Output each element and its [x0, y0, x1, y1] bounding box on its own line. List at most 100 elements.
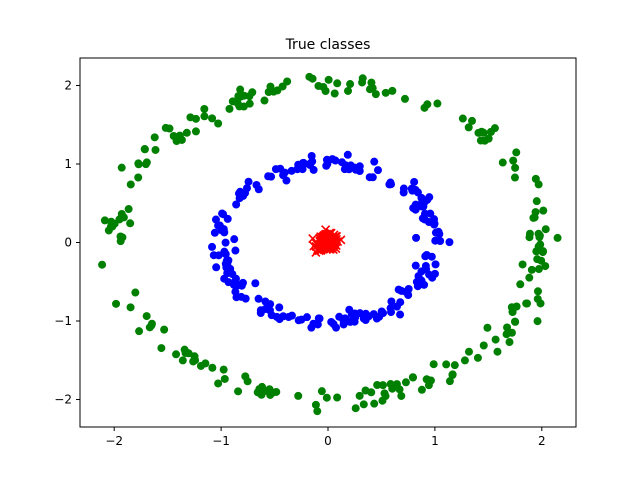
data-point [535, 231, 544, 240]
data-point-x [315, 243, 325, 253]
x-tick-label: −2 [105, 434, 123, 448]
data-point [245, 99, 254, 108]
data-point [510, 173, 519, 182]
data-point [493, 347, 502, 356]
data-point [172, 350, 181, 359]
data-point [231, 246, 240, 255]
data-point [435, 230, 444, 239]
data-point [421, 261, 430, 270]
data-point [240, 91, 249, 100]
data-point [190, 352, 199, 361]
x-tick-label: 0 [324, 434, 332, 448]
data-point [483, 323, 492, 332]
data-point [110, 219, 119, 228]
data-point [287, 166, 296, 175]
data-point [219, 210, 228, 219]
plot-points [98, 72, 562, 416]
data-point [142, 312, 151, 321]
data-point [411, 185, 420, 194]
data-point [541, 262, 550, 271]
data-point [209, 251, 218, 260]
data-point-x [325, 233, 336, 243]
data-point [344, 86, 353, 95]
data-point [228, 97, 237, 106]
data-point [328, 155, 337, 164]
data-point [508, 308, 517, 317]
data-point [479, 341, 488, 350]
data-point [538, 248, 547, 257]
data-point [458, 114, 467, 123]
data-point [267, 172, 276, 181]
data-point [378, 381, 387, 390]
data-point [177, 135, 186, 144]
data-point [509, 156, 518, 165]
data-point [503, 323, 512, 332]
data-point [254, 294, 263, 303]
x-tick-label: −1 [212, 434, 230, 448]
data-point [404, 290, 413, 299]
data-point [525, 229, 534, 238]
data-point [525, 273, 534, 282]
data-point [361, 386, 370, 395]
data-point [116, 237, 125, 246]
data-point [260, 96, 269, 105]
data-point [512, 148, 521, 157]
data-point [317, 387, 326, 396]
data-point [271, 165, 280, 174]
data-point [214, 379, 223, 388]
data-point [208, 363, 217, 372]
data-point [314, 81, 323, 90]
data-point [355, 391, 364, 400]
data-point [400, 94, 409, 103]
data-point [477, 127, 486, 136]
data-point [387, 180, 396, 189]
data-point [160, 325, 169, 334]
data-point [536, 299, 545, 308]
data-point [306, 160, 315, 169]
data-point [522, 299, 531, 308]
data-point [140, 145, 149, 154]
data-point [491, 335, 500, 344]
data-point [386, 304, 395, 313]
data-point [518, 260, 527, 269]
data-point [126, 219, 135, 228]
data-point [335, 312, 344, 321]
data-point [294, 316, 303, 325]
data-point-x [308, 233, 318, 244]
data-point [464, 123, 473, 132]
data-point [280, 168, 289, 177]
data-point [333, 79, 342, 88]
data-point [141, 160, 150, 169]
data-point [287, 311, 296, 320]
data-point [212, 263, 221, 272]
data-point [327, 317, 336, 326]
data-point [343, 150, 352, 159]
data-point [254, 185, 263, 194]
data-point [431, 260, 440, 269]
data-point [201, 359, 210, 368]
data-point [333, 393, 342, 402]
data-point [322, 161, 331, 170]
data-point [361, 316, 370, 325]
data-point [394, 285, 403, 294]
data-point [527, 265, 536, 274]
data-point [361, 309, 370, 318]
data-point [322, 393, 331, 402]
data-point [445, 377, 454, 386]
data-point [191, 127, 200, 136]
data-point [530, 213, 539, 222]
data-point [396, 310, 405, 319]
data-point [313, 407, 322, 416]
data-point [533, 317, 542, 326]
y-tick-label: 2 [64, 78, 72, 92]
y-tick-label: −2 [54, 393, 72, 407]
y-tick-label: 0 [64, 236, 72, 250]
data-point [490, 124, 499, 133]
data-point [178, 356, 187, 365]
data-point [131, 288, 140, 297]
data-point [222, 256, 231, 265]
data-point [182, 128, 191, 137]
x-tick-label: 2 [538, 434, 546, 448]
data-point [536, 240, 545, 249]
data-point [251, 279, 260, 288]
